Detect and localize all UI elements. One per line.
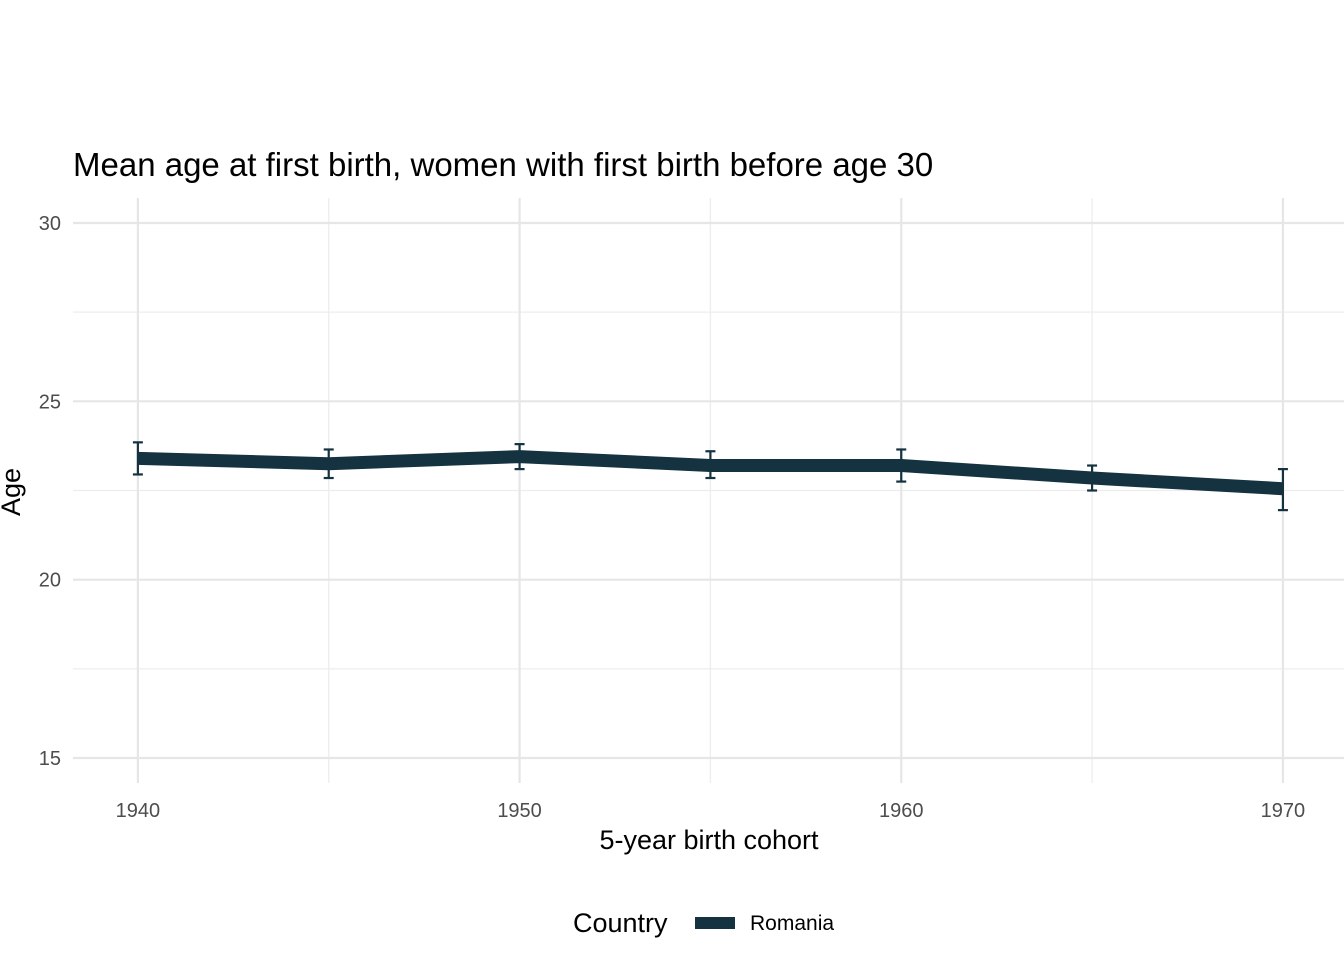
y-tick-label: 15 <box>39 748 61 770</box>
y-axis-title: Age <box>0 468 26 516</box>
y-tick-label: 30 <box>39 213 61 235</box>
x-tick-label: 1960 <box>879 800 924 822</box>
y-tick-label: 20 <box>39 570 61 592</box>
x-tick-label: 1940 <box>116 800 161 822</box>
chart-title: Mean age at first birth, women with firs… <box>73 146 933 183</box>
minor-gridlines-y <box>73 312 1344 669</box>
legend-key-romania <box>695 917 735 929</box>
x-tick-label: 1950 <box>497 800 542 822</box>
y-axis-tick-labels: 15 20 25 30 <box>39 213 61 770</box>
legend-title: Country <box>573 908 668 938</box>
legend-label-romania: Romania <box>750 912 834 935</box>
x-axis-tick-labels: 1940 1950 1960 1970 <box>116 800 1306 822</box>
y-tick-label: 25 <box>39 391 61 413</box>
legend: Country Romania <box>573 908 834 938</box>
x-axis-title: 5-year birth cohort <box>599 825 819 855</box>
x-tick-label: 1970 <box>1261 800 1306 822</box>
